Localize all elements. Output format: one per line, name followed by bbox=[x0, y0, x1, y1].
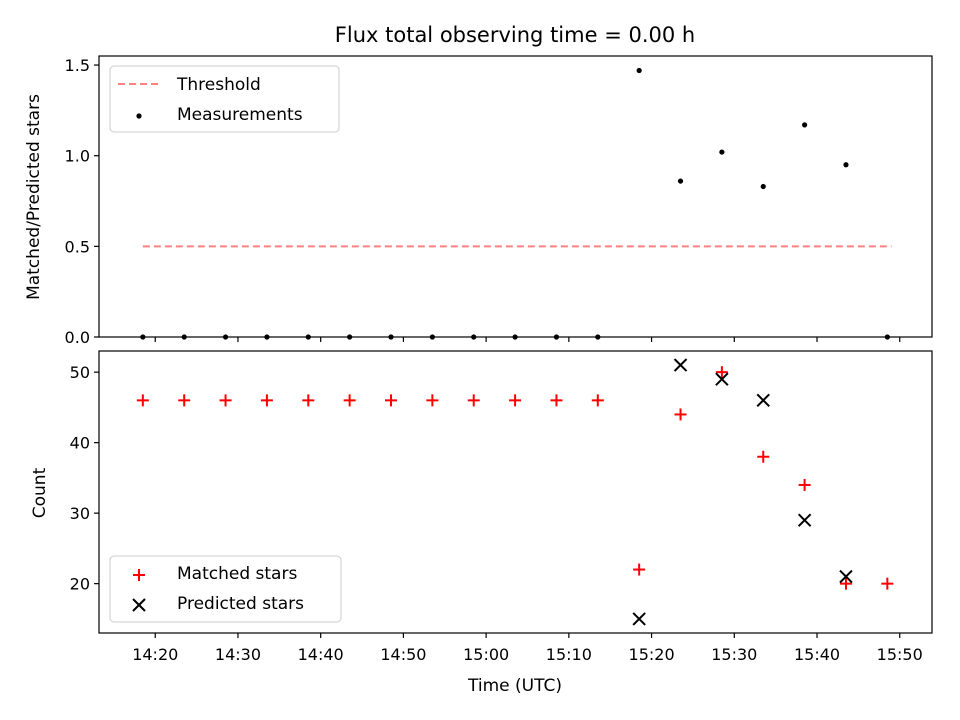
marker-stroke bbox=[797, 513, 812, 527]
marker-stroke bbox=[715, 372, 729, 386]
x-tick-label: 14:30 bbox=[215, 645, 261, 664]
matched-star-point bbox=[715, 366, 728, 379]
matched-star-point bbox=[426, 394, 439, 407]
matched-star-point bbox=[839, 577, 852, 590]
matched-star-point bbox=[550, 394, 563, 407]
bottom-y-axis-label: Count bbox=[30, 467, 50, 518]
predicted-star-point bbox=[839, 569, 853, 584]
x-tick-label: 15:50 bbox=[877, 645, 923, 664]
top-panel-frame bbox=[98, 55, 933, 338]
x-tick-label: 15:00 bbox=[463, 645, 509, 664]
predicted-star-point bbox=[632, 612, 646, 626]
matched-star-point bbox=[467, 394, 480, 407]
x-tick-label: 15:30 bbox=[711, 645, 757, 664]
marker-stroke bbox=[632, 612, 646, 626]
bottom-legend-box bbox=[109, 555, 342, 623]
top-y-tick-label: 1.0 bbox=[65, 147, 90, 166]
marker-stroke bbox=[839, 569, 853, 584]
matched-star-point bbox=[219, 394, 232, 407]
legend-predicted-swatch bbox=[132, 598, 146, 612]
x-tick-label: 14:40 bbox=[298, 645, 344, 664]
matched-star-point bbox=[591, 394, 604, 407]
legend-matched-swatch bbox=[133, 569, 145, 581]
matched-star-point bbox=[881, 577, 894, 590]
matched-star-point bbox=[798, 478, 811, 491]
matched-star-point bbox=[343, 394, 356, 407]
x-tick-label: 15:10 bbox=[546, 645, 592, 664]
marker-stroke bbox=[673, 358, 688, 372]
top-legend-box bbox=[109, 65, 340, 133]
x-axis-label: Time (UTC) bbox=[467, 676, 562, 696]
x-tick-label: 14:50 bbox=[380, 645, 426, 664]
x-tick-label: 15:40 bbox=[794, 645, 840, 664]
bottom-y-tick-label: 30 bbox=[70, 504, 90, 523]
bottom-y-tick-label: 40 bbox=[70, 434, 90, 453]
predicted-star-point bbox=[756, 393, 770, 408]
matched-star-point bbox=[674, 408, 687, 421]
measurement-point bbox=[636, 67, 642, 74]
top-panel: 0.0 0.5 1.0 1.5 Matched/Predicted stars Thr… bbox=[24, 55, 933, 347]
top-y-tick-label: 1.5 bbox=[65, 56, 90, 75]
top-y-axis-label: Matched/Predicted stars bbox=[24, 94, 44, 300]
legend-measurements-label: Measurements bbox=[177, 105, 303, 125]
bottom-y-tick-label: 50 bbox=[70, 363, 90, 382]
matched-star-point bbox=[633, 563, 646, 576]
top-y-tick-label: 0.0 bbox=[65, 328, 90, 347]
measurement-point bbox=[802, 122, 808, 128]
measurement-point bbox=[677, 178, 684, 184]
matched-star-point bbox=[509, 394, 522, 407]
matched-star-point bbox=[178, 394, 191, 407]
predicted-star-point bbox=[797, 513, 812, 527]
bottom-panel: 14:20 14:30 14:40 14:50 15:00 15:10 15:20 15:30… bbox=[30, 350, 933, 696]
measurement-point bbox=[719, 149, 725, 155]
measurement-point bbox=[760, 183, 766, 190]
legend-matched-label: Matched stars bbox=[177, 564, 297, 584]
legend-predicted-label: Predicted stars bbox=[177, 594, 304, 614]
predicted-star-point bbox=[715, 372, 729, 386]
matched-star-point bbox=[385, 394, 398, 407]
predicted-star-point bbox=[673, 358, 688, 372]
matched-star-point bbox=[260, 394, 273, 407]
legend-threshold-label: Threshold bbox=[176, 75, 261, 95]
bottom-panel-frame bbox=[98, 350, 933, 634]
legend-measurements-swatch bbox=[136, 113, 142, 119]
chart-title: Flux total observing time = 0.00 h bbox=[335, 23, 695, 47]
matched-star-point bbox=[136, 394, 149, 407]
bottom-y-tick-label: 20 bbox=[70, 575, 90, 594]
top-y-tick-label: 0.5 bbox=[65, 237, 90, 256]
matched-star-point bbox=[302, 394, 315, 407]
matched-star-point bbox=[757, 450, 770, 463]
top-legend: Threshold Measurements bbox=[109, 65, 340, 133]
x-tick-label: 14:20 bbox=[132, 645, 178, 664]
marker-stroke bbox=[756, 393, 770, 408]
bottom-legend: Matched stars Predicted stars bbox=[109, 555, 342, 623]
x-tick-label: 15:20 bbox=[629, 645, 675, 664]
measurement-point bbox=[843, 162, 849, 168]
